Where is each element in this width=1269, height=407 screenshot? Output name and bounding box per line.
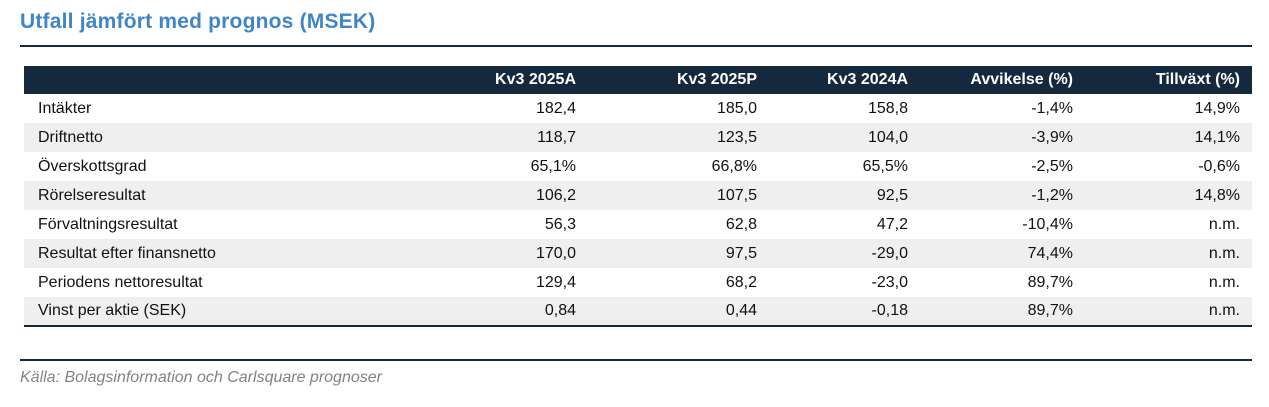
table-row: Intäkter 182,4 185,0 158,8 -1,4% 14,9% <box>24 94 1252 123</box>
source-note: Källa: Bolagsinformation och Carlsquare … <box>20 369 382 386</box>
column-header: Avvikelse (%) <box>920 66 1085 94</box>
results-vs-forecast-table: Kv3 2025A Kv3 2025P Kv3 2024A Avvikelse (%)… <box>24 66 1252 327</box>
row-label-cell: Driftnetto <box>38 128 103 146</box>
value-cell: 97,5 <box>725 244 757 262</box>
column-header: Tillväxt (%) <box>1085 66 1252 94</box>
value-cell: 170,0 <box>535 244 576 262</box>
footer-rule <box>20 359 1252 361</box>
value-cell: 47,2 <box>876 215 908 233</box>
page-title: Utfall jämfört med prognos (MSEK) <box>20 10 376 33</box>
table-row: Förvaltningsresultat 56,3 62,8 47,2 -10,4% n.… <box>24 210 1252 239</box>
value-cell: -1,2% <box>1031 186 1073 204</box>
row-label-cell: Vinst per aktie (SEK) <box>38 302 187 319</box>
value-cell: n.m. <box>1208 244 1240 262</box>
row-label-cell: Rörelseresultat <box>38 186 146 204</box>
value-cell: 0,44 <box>725 302 757 319</box>
value-cell: 0,84 <box>544 302 576 319</box>
row-label-cell: Förvaltningsresultat <box>38 215 178 233</box>
value-cell: 65,1% <box>530 157 576 175</box>
value-cell: -0,6% <box>1198 157 1240 175</box>
column-header: Kv3 2025P <box>588 66 769 94</box>
value-cell: -10,4% <box>1022 215 1073 233</box>
value-cell: 107,5 <box>716 186 757 204</box>
value-cell: n.m. <box>1208 273 1240 291</box>
value-cell: 89,7% <box>1027 302 1073 319</box>
table-header: Kv3 2025A Kv3 2025P Kv3 2024A Avvikelse (%)… <box>24 66 1252 94</box>
row-label-cell: Intäkter <box>38 99 92 117</box>
table-row: Resultat efter finansnetto 170,0 97,5 -29,0… <box>24 239 1252 268</box>
table-row: Periodens nettoresultat 129,4 68,2 -23,0 89,… <box>24 268 1252 297</box>
row-label-cell: Överskottsgrad <box>38 157 147 175</box>
table-header-row: Kv3 2025A Kv3 2025P Kv3 2024A Avvikelse (%)… <box>24 66 1252 94</box>
value-cell: 65,5% <box>862 157 908 175</box>
value-cell: 56,3 <box>544 215 576 233</box>
value-cell: 118,7 <box>537 128 576 146</box>
title-underline-rule <box>20 45 1252 47</box>
value-cell: 14,8% <box>1194 186 1240 204</box>
value-cell: 129,4 <box>535 273 576 291</box>
value-cell: 106,2 <box>535 186 576 204</box>
value-cell: n.m. <box>1208 215 1240 233</box>
value-cell: -23,0 <box>871 273 908 291</box>
value-cell: n.m. <box>1208 302 1240 319</box>
table-row: Rörelseresultat 106,2 107,5 92,5 -1,2% 14,8% <box>24 181 1252 210</box>
value-cell: 14,9% <box>1194 99 1240 117</box>
value-cell: 68,2 <box>725 273 757 291</box>
value-cell: 14,1% <box>1194 128 1240 146</box>
value-cell: -29,0 <box>871 244 908 262</box>
row-label-cell: Resultat efter finansnetto <box>38 244 216 262</box>
column-header: Kv3 2025A <box>404 66 588 94</box>
value-cell: 66,8% <box>711 157 757 175</box>
value-cell: 74,4% <box>1027 244 1073 262</box>
value-cell: 182,4 <box>535 99 576 117</box>
table-body: Intäkter 182,4 185,0 158,8 -1,4% 14,9% Driftne… <box>24 94 1252 326</box>
value-cell: 123,5 <box>716 128 757 146</box>
row-label-cell: Periodens nettoresultat <box>38 273 203 291</box>
column-header: Kv3 2024A <box>769 66 920 94</box>
results-table-container: Kv3 2025A Kv3 2025P Kv3 2024A Avvikelse (%)… <box>24 66 1252 327</box>
value-cell: -2,5% <box>1031 157 1073 175</box>
value-cell: 158,8 <box>867 99 908 117</box>
value-cell: -3,9% <box>1031 128 1073 146</box>
value-cell: 185,0 <box>716 99 757 117</box>
table-row: Överskottsgrad 65,1% 66,8% 65,5% -2,5% -0,6% <box>24 152 1252 181</box>
column-header-metric <box>24 66 404 94</box>
value-cell: -0,18 <box>871 302 908 319</box>
value-cell: 62,8 <box>725 215 757 233</box>
value-cell: 92,5 <box>876 186 908 204</box>
table-row: Vinst per aktie (SEK) 0,84 0,44 -0,18 89,7% n… <box>24 297 1252 326</box>
value-cell: 89,7% <box>1027 273 1073 291</box>
value-cell: -1,4% <box>1031 99 1073 117</box>
value-cell: 104,0 <box>867 128 908 146</box>
table-row: Driftnetto 118,7 123,5 104,0 -3,9% 14,1% <box>24 123 1252 152</box>
